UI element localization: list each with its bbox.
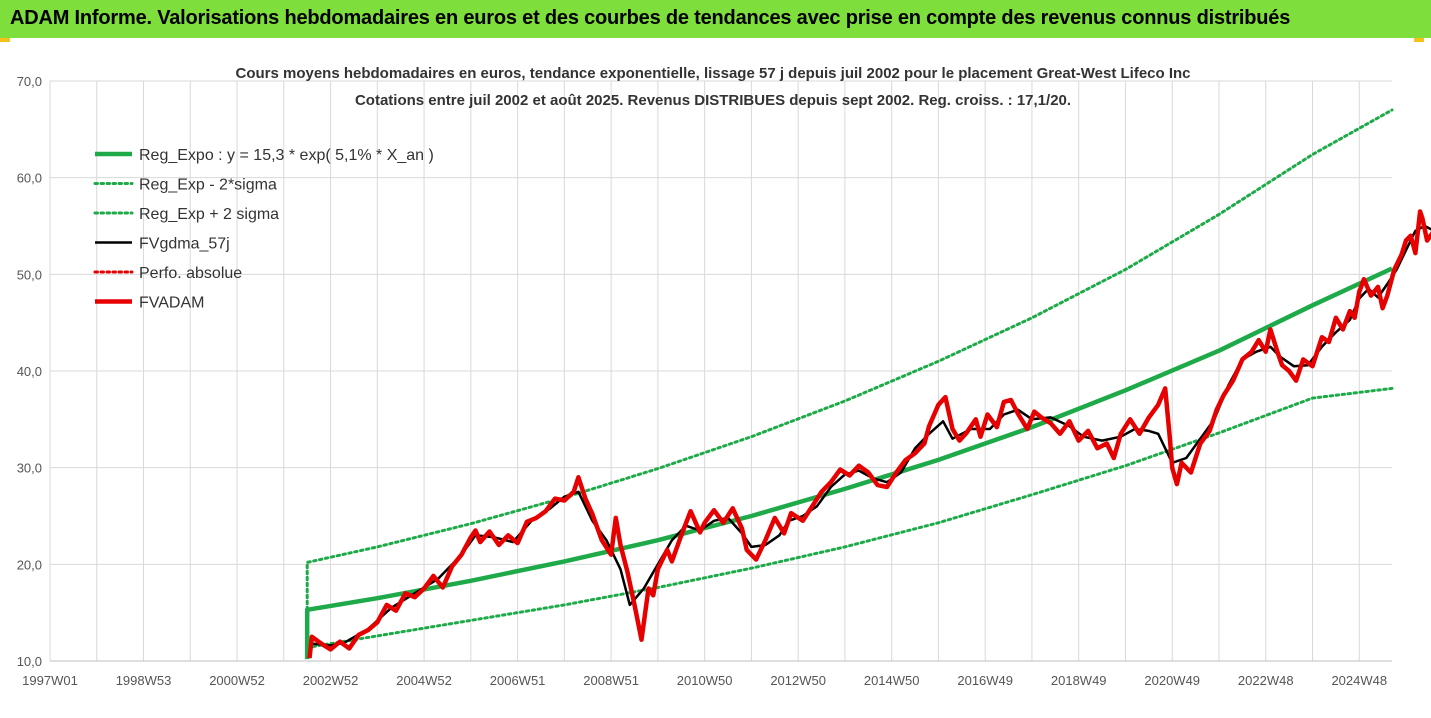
x-tick-label: 2000W52 <box>209 673 265 688</box>
y-tick-label: 60,0 <box>17 171 42 186</box>
legend-label: Reg_Exp + 2 sigma <box>139 206 279 223</box>
series-line-5 <box>307 209 1431 659</box>
grid <box>49 80 1392 662</box>
x-tick-label: 2018W49 <box>1051 673 1107 688</box>
x-tick-label: 2006W51 <box>490 673 546 688</box>
corner-marker <box>0 38 10 42</box>
axes: 10,0 20,0 30,0 40,0 50,0 60,0 70,0 1997W01 1998W… <box>17 74 1392 688</box>
x-tick-label: 2024W48 <box>1331 673 1387 688</box>
corner-marker <box>1414 38 1424 42</box>
series <box>304 108 1431 660</box>
x-tick-label: 2022W48 <box>1238 673 1294 688</box>
y-tick-label: 40,0 <box>17 364 42 379</box>
y-tick-label: 10,0 <box>17 654 42 669</box>
legend-label: Perfo. absolue <box>139 265 242 282</box>
chart-title: Cours moyens hebdomadaires en euros, ten… <box>235 65 1190 82</box>
x-tick-label: 2012W50 <box>770 673 826 688</box>
legend-label: Reg_Exp - 2*sigma <box>139 177 277 194</box>
series-line-2 <box>305 108 1394 612</box>
header-banner: ADAM Informe. Valorisations hebdomadaire… <box>0 0 1431 38</box>
x-tick-label: 2004W52 <box>396 673 452 688</box>
x-tick-label: 2016W49 <box>957 673 1013 688</box>
x-tick-label: 2010W50 <box>677 673 733 688</box>
page-title: ADAM Informe. Valorisations hebdomadaire… <box>10 7 1291 29</box>
y-tick-label: 70,0 <box>17 74 42 89</box>
chart-area: Cours moyens hebdomadaires en euros, ten… <box>0 38 1431 718</box>
y-tick-label: 30,0 <box>17 461 42 476</box>
line-chart: Cours moyens hebdomadaires en euros, ten… <box>17 65 1431 688</box>
series-line-3 <box>311 224 1431 647</box>
x-tick-label: 2020W49 <box>1144 673 1200 688</box>
legend-label: FVADAM <box>139 295 204 312</box>
x-tick-label: 1997W01 <box>22 673 78 688</box>
x-tick-label: 2008W51 <box>583 673 639 688</box>
x-tick-label: 1998W53 <box>116 673 172 688</box>
chart-subtitle: Cotations entre juil 2002 et août 2025. … <box>355 92 1071 109</box>
legend: Reg_Expo : y = 15,3 * exp( 5,1% * X_an )… <box>93 147 434 312</box>
x-tick-label: 2014W50 <box>864 673 920 688</box>
series-line-1 <box>305 386 1394 649</box>
y-tick-label: 50,0 <box>17 267 42 282</box>
y-tick-label: 20,0 <box>17 557 42 572</box>
legend-label: Reg_Expo : y = 15,3 * exp( 5,1% * X_an ) <box>139 147 434 164</box>
x-tick-label: 2002W52 <box>303 673 359 688</box>
series-line-0 <box>304 266 1393 660</box>
legend-label: FVgdma_57j <box>139 236 230 253</box>
